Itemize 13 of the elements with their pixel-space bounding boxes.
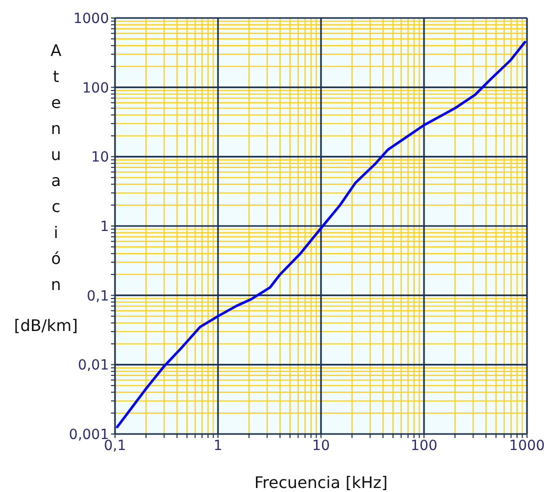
x-axis-title: Frecuencia [kHz] bbox=[254, 473, 388, 492]
x-tick-label: 100 bbox=[410, 438, 438, 454]
y-tick-label: 100 bbox=[82, 80, 109, 96]
x-tick-label: 1 bbox=[214, 438, 222, 454]
x-tick-label: 10 bbox=[312, 438, 330, 454]
y-tick-label: 0,01 bbox=[78, 358, 109, 374]
y-tick-label: 1000 bbox=[73, 10, 109, 27]
y-tick-label: 10 bbox=[91, 150, 109, 166]
y-tick-label: 1 bbox=[100, 218, 109, 235]
x-tick-label: 1000 bbox=[509, 438, 545, 454]
text: Atenuación [dB/km] bbox=[14, 41, 78, 335]
x-tick-label: 0,1 bbox=[104, 438, 126, 454]
y-tick-label: 0,1 bbox=[86, 288, 109, 304]
